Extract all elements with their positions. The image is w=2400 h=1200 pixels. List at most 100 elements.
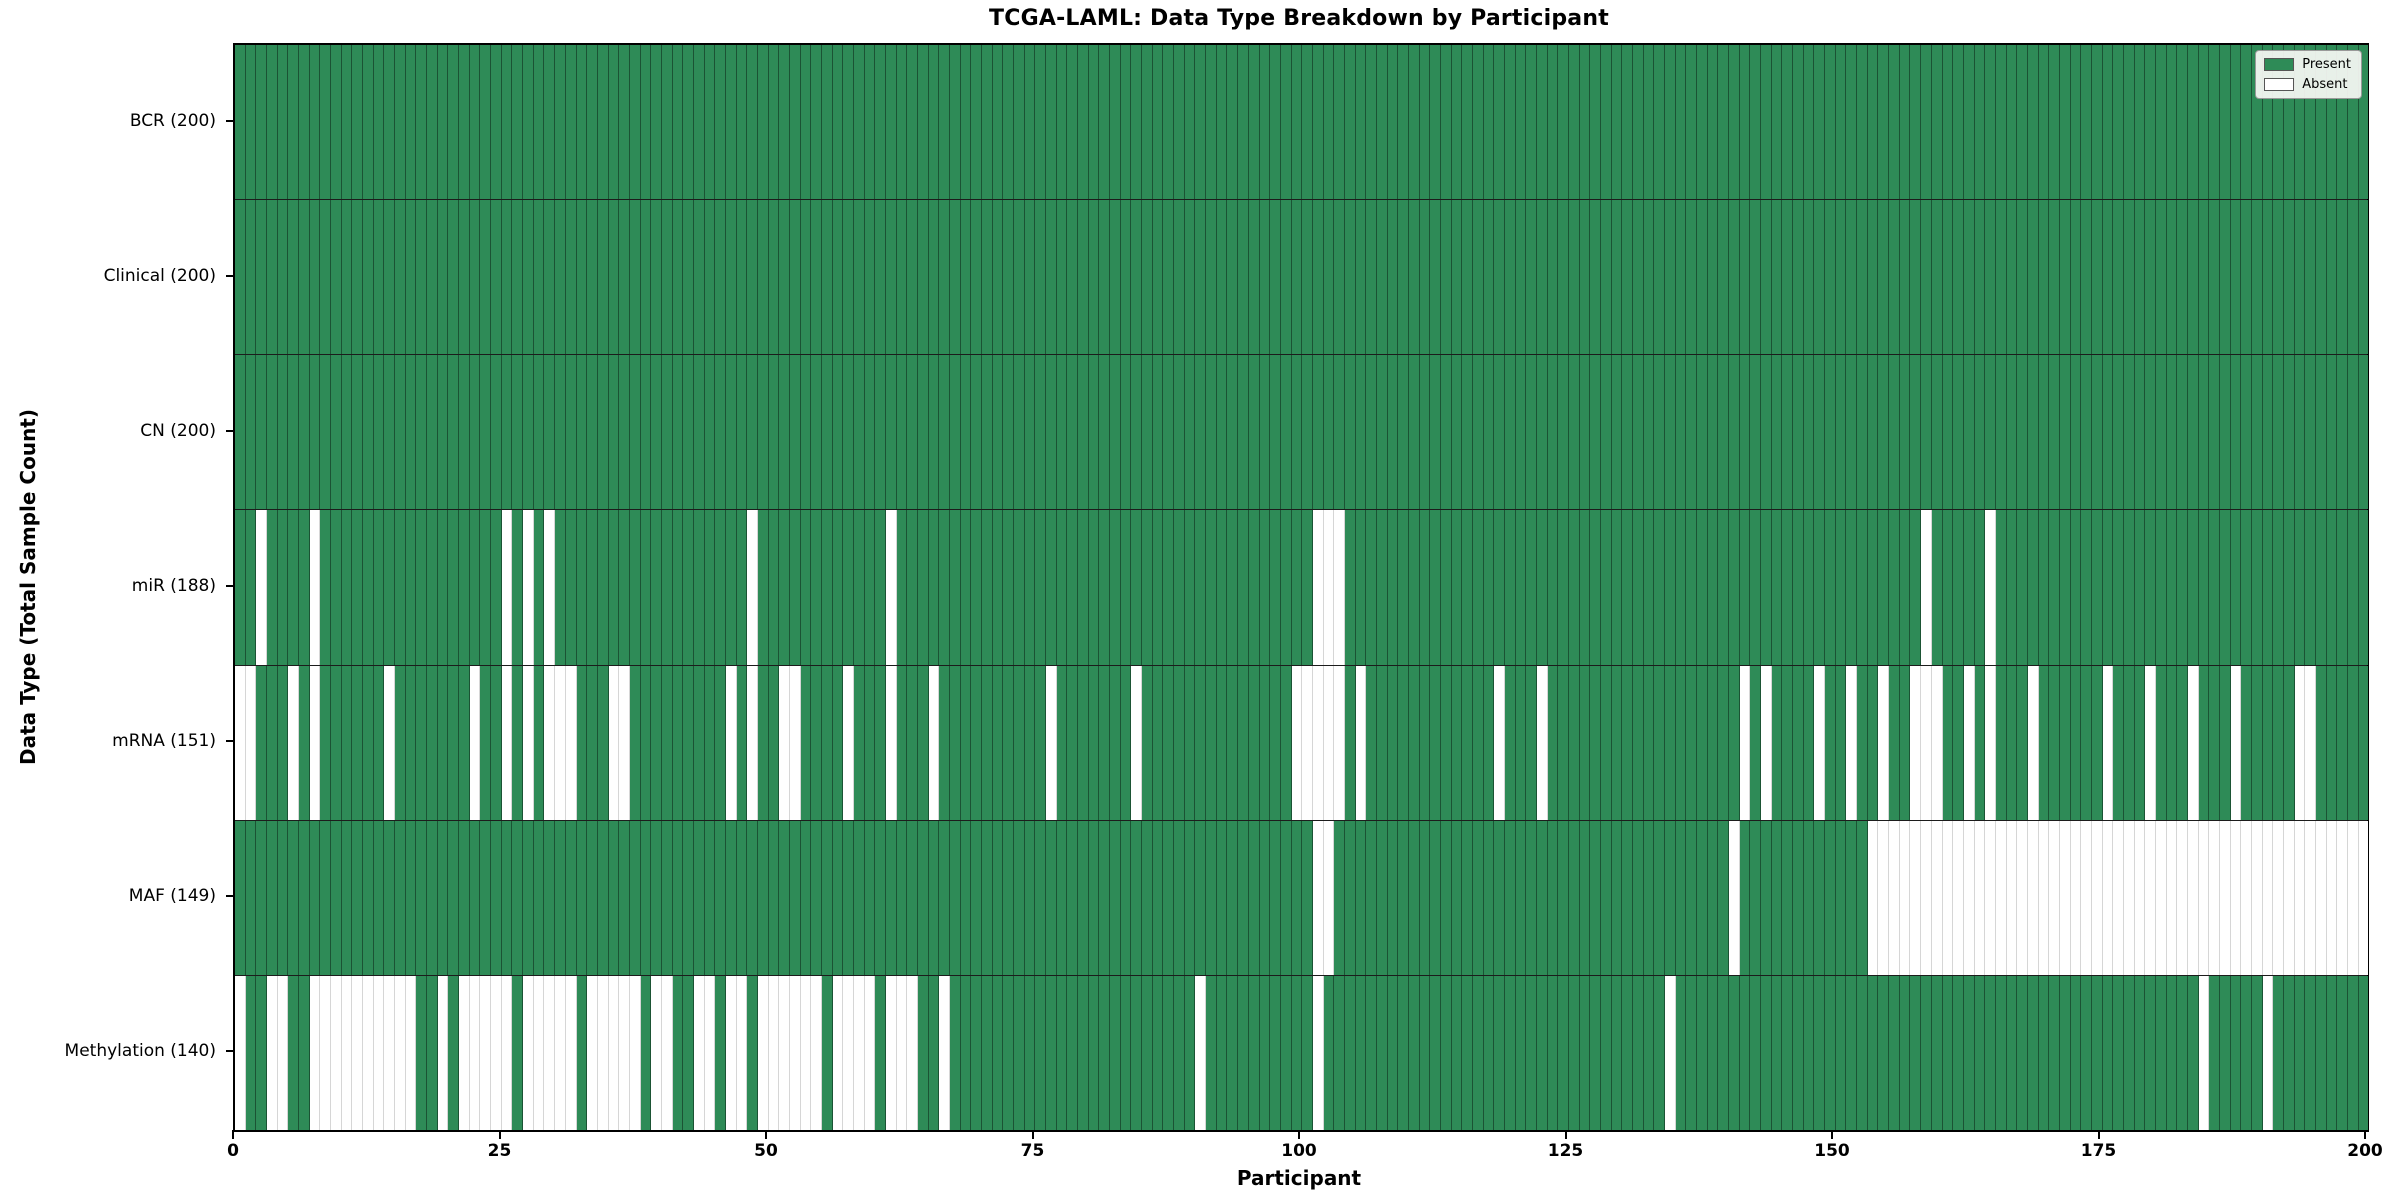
heatmap-cell <box>1504 355 1516 510</box>
heatmap-cell <box>704 665 716 820</box>
heatmap-cell <box>1099 510 1111 665</box>
heatmap-cell <box>1953 510 1964 665</box>
heatmap-cell <box>469 355 481 510</box>
heatmap-cell <box>1014 975 1025 1130</box>
heatmap-cell <box>1995 975 2007 1130</box>
heatmap-cell <box>1152 665 1164 820</box>
heatmap-cell <box>2091 820 2103 975</box>
heatmap-cell <box>1056 665 1068 820</box>
heatmap-cell <box>1750 820 1762 975</box>
heatmap-cell <box>2241 45 2252 200</box>
heatmap-cell <box>1494 665 1505 820</box>
heatmap-cell <box>1323 510 1335 665</box>
heatmap-cell <box>1536 665 1548 820</box>
heatmap-cell <box>1227 975 1239 1130</box>
heatmap-cell <box>565 665 577 820</box>
heatmap-row <box>235 664 2369 820</box>
heatmap-cell <box>768 510 780 665</box>
heatmap-cell <box>1622 665 1634 820</box>
heatmap-cell <box>1195 200 1207 355</box>
heatmap-cell <box>1472 975 1484 1130</box>
heatmap-cell <box>1088 355 1100 510</box>
heatmap-cell <box>1771 45 1783 200</box>
heatmap-cell <box>555 665 566 820</box>
heatmap-cell <box>235 45 246 200</box>
heatmap-cell <box>768 200 780 355</box>
heatmap-cell <box>1430 665 1441 820</box>
heatmap-cell <box>1675 200 1687 355</box>
heatmap-cell <box>1825 510 1836 665</box>
heatmap-cell <box>2337 355 2349 510</box>
heatmap-cell <box>331 45 342 200</box>
heatmap-cell <box>629 355 641 510</box>
heatmap-cell <box>1078 820 1089 975</box>
heatmap-cell <box>875 200 886 355</box>
heatmap-cell <box>619 975 630 1130</box>
heatmap-cell <box>1355 355 1367 510</box>
heatmap-cell <box>715 355 726 510</box>
heatmap-cell <box>1184 355 1196 510</box>
heatmap-cell <box>896 355 908 510</box>
heatmap-cell <box>320 510 332 665</box>
heatmap-cell <box>1024 665 1036 820</box>
heatmap-cell <box>864 45 876 200</box>
heatmap-cell <box>1739 820 1751 975</box>
heatmap-cell <box>821 510 833 665</box>
heatmap-cell <box>1761 355 1772 510</box>
heatmap-cell <box>661 45 673 200</box>
heatmap-cell <box>1035 665 1047 820</box>
y-tick-label: CN (200) <box>140 420 216 441</box>
heatmap-cell <box>2145 510 2156 665</box>
heatmap-cell <box>885 355 897 510</box>
heatmap-cell <box>2145 975 2156 1130</box>
heatmap-cell <box>1729 45 1740 200</box>
heatmap-cell <box>2038 510 2050 665</box>
heatmap-cell <box>1504 665 1516 820</box>
heatmap-cell <box>245 820 257 975</box>
heatmap-cell <box>1825 665 1836 820</box>
heatmap-cell <box>1953 820 1964 975</box>
heatmap-cell <box>1803 820 1815 975</box>
heatmap-cell <box>1910 820 1922 975</box>
heatmap-cell <box>1088 820 1100 975</box>
heatmap-cell <box>480 665 492 820</box>
heatmap-cell <box>907 510 918 665</box>
heatmap-cell <box>1547 355 1559 510</box>
heatmap-cell <box>395 820 406 975</box>
heatmap-cell <box>1302 355 1313 510</box>
heatmap-cell <box>1355 820 1367 975</box>
heatmap-cell <box>821 45 833 200</box>
heatmap-cell <box>597 820 609 975</box>
heatmap-cell <box>928 510 940 665</box>
heatmap-cell <box>672 510 684 665</box>
heatmap-cell <box>1579 355 1591 510</box>
heatmap-cell <box>725 665 737 820</box>
heatmap-cell <box>1110 665 1121 820</box>
heatmap-cell <box>1056 975 1068 1130</box>
absent-swatch-icon <box>2264 78 2295 91</box>
heatmap-cell <box>779 665 790 820</box>
x-tick-label: 25 <box>487 1141 512 1161</box>
heatmap-cell <box>2166 45 2178 200</box>
heatmap-cell <box>1003 665 1015 820</box>
heatmap-cell <box>1451 665 1463 820</box>
heatmap-cell <box>1398 510 1409 665</box>
heatmap-cell <box>832 975 844 1130</box>
heatmap-cell <box>683 510 694 665</box>
heatmap-cell <box>1451 975 1463 1130</box>
heatmap-cell <box>523 200 534 355</box>
heatmap-cell <box>1963 665 1975 820</box>
heatmap-cell <box>373 820 385 975</box>
heatmap-cell <box>480 45 492 200</box>
heatmap-cell <box>2187 45 2199 200</box>
heatmap-cell <box>1227 665 1239 820</box>
heatmap-cell <box>363 665 374 820</box>
heatmap-cell <box>1718 975 1730 1130</box>
heatmap-cell <box>2155 510 2167 665</box>
heatmap-cell <box>704 200 716 355</box>
y-tick-label: MAF (149) <box>128 885 216 906</box>
heatmap-cell <box>576 510 588 665</box>
heatmap-cell <box>1889 45 1900 200</box>
heatmap-cell <box>1590 200 1601 355</box>
heatmap-cell <box>1163 665 1175 820</box>
